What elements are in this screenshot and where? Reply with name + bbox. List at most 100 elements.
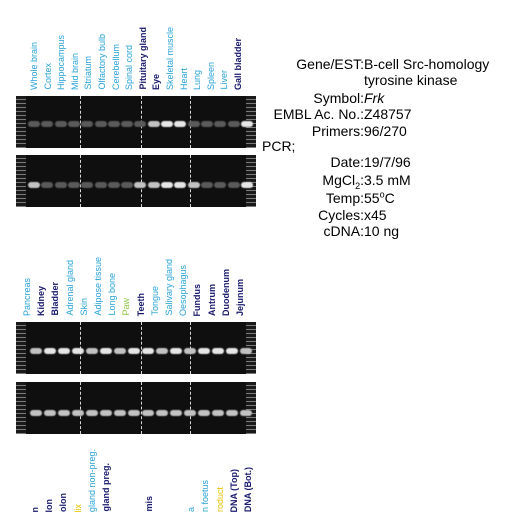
top-panel-lane-label: Gall bladder xyxy=(233,37,243,90)
gel-band xyxy=(187,182,200,188)
gel-band xyxy=(86,348,98,354)
date-row: Date:19/7/96 xyxy=(262,154,411,170)
temp-value: 55oC xyxy=(364,189,395,206)
lane-divider xyxy=(80,382,81,434)
gel-band xyxy=(114,410,126,416)
gel-band xyxy=(240,121,253,127)
gel-band xyxy=(94,182,107,188)
ladder-marker xyxy=(16,155,26,207)
middle-panel-lane-label: Fundus xyxy=(192,283,203,317)
ladder-marker xyxy=(16,96,26,148)
gel-band xyxy=(142,348,154,354)
gel-band xyxy=(86,410,98,416)
middle-panel-lane-label: Duodenum xyxy=(220,269,231,316)
gel-image-top-2 xyxy=(16,155,256,207)
middle-panel-lane-label: Antrum xyxy=(206,284,217,316)
embl-value: Z48757 xyxy=(364,106,412,122)
gel-band xyxy=(134,121,147,127)
gel-band xyxy=(44,410,56,416)
gel-band xyxy=(58,410,70,416)
gel-band xyxy=(142,410,154,416)
gel-band xyxy=(134,182,147,188)
symbol-row: Symbol:Frk xyxy=(262,90,384,106)
bottom-panel-lane-label: mis xyxy=(143,496,154,512)
ladder-marker xyxy=(246,155,256,207)
gel-band xyxy=(54,121,67,127)
pcr-row: PCR; xyxy=(262,138,295,154)
bottom-panel-lane-label: lix xyxy=(72,503,83,512)
gel-band xyxy=(72,348,84,354)
gel-band xyxy=(147,182,160,188)
gel-band xyxy=(28,182,40,188)
gel-band xyxy=(94,121,107,127)
gene-est-row: Gene/EST:B-cell Src-homology xyxy=(262,56,489,72)
gel-band xyxy=(81,182,94,188)
gel-band xyxy=(161,121,173,127)
temp-row: Temp:55oC xyxy=(262,190,395,206)
embl-row: EMBL Ac. No.:Z48757 xyxy=(262,106,411,122)
gel-band xyxy=(147,121,160,127)
symbol-label: Symbol: xyxy=(313,90,364,106)
bottom-panel-lane-label: lon xyxy=(44,498,55,512)
gel-band xyxy=(240,410,252,416)
pcr-label: PCR; xyxy=(262,138,296,154)
gel-band xyxy=(41,182,54,188)
middle-panel-lane-label: Jejunum xyxy=(235,278,245,316)
primers-row: Primers:96/270 xyxy=(262,123,407,139)
middle-panel-lane-label: Oesophagus xyxy=(178,264,189,316)
gel-band xyxy=(100,410,112,416)
gene-est-label: Gene/EST: xyxy=(296,56,364,72)
middle-panel-lane-label: Paw xyxy=(121,298,132,316)
gel-band xyxy=(198,348,210,354)
gel-band xyxy=(107,182,120,188)
bottom-panel-lane-label: a xyxy=(186,506,197,512)
middle-panel-lane-label: Long bone xyxy=(107,273,118,316)
gel-band xyxy=(226,410,238,416)
lane-divider xyxy=(80,155,81,207)
top-panel-lane-label: Liver xyxy=(219,70,230,90)
lane-divider xyxy=(141,155,142,207)
bottom-panel-lane-label: gland non-preg. xyxy=(86,448,97,512)
gel-band xyxy=(227,121,240,127)
mgcl-value: 3.5 mM xyxy=(364,172,411,188)
gel-band xyxy=(214,182,227,188)
date-value: 19/7/96 xyxy=(364,154,411,170)
gel-band xyxy=(121,121,134,127)
symbol-value: Frk xyxy=(364,90,385,106)
ladder-marker xyxy=(16,322,26,374)
middle-panel-lane-label: Salivary gland xyxy=(164,259,174,316)
gel-band xyxy=(107,121,120,127)
top-panel-lane-label: Cortex xyxy=(42,63,53,90)
lane-divider xyxy=(141,322,142,374)
top-panel-lane-label: Spinal cord xyxy=(124,44,135,90)
ladder-marker xyxy=(16,382,26,434)
bottom-panel-lane-label: gland preg. xyxy=(101,463,111,512)
bottom-panel-lane-label: olon xyxy=(58,493,69,512)
gel-band xyxy=(161,182,173,188)
cycles-row: Cycles:x45 xyxy=(262,207,387,223)
top-panel-lane-label: Mid brain xyxy=(69,52,80,90)
lane-divider xyxy=(141,382,142,434)
bottom-panel-lane-label: DNA (Top) xyxy=(228,468,239,512)
gel-image-middle-2 xyxy=(16,382,256,434)
cycles-label: Cycles: xyxy=(318,207,364,223)
gel-band xyxy=(200,121,213,127)
cdna-row: cDNA:10 ng xyxy=(262,223,400,239)
gel-band xyxy=(212,410,224,416)
gel-band xyxy=(200,182,213,188)
top-panel-lane-label: Pituitary gland xyxy=(137,27,148,90)
lane-divider xyxy=(190,155,191,207)
top-panel-lane-label: Hippocampus xyxy=(56,34,67,90)
middle-panel-lane-label: Adipose tissue xyxy=(93,257,103,316)
cycles-value: x45 xyxy=(364,207,387,223)
gene-est-value-continued: tyrosine kinase xyxy=(364,72,458,88)
gel-band xyxy=(184,410,196,416)
gene-est-row-continued: tyrosine kinase xyxy=(262,72,457,88)
primers-value: 96/270 xyxy=(364,123,407,139)
gel-band xyxy=(212,348,224,354)
gel-image-middle-1 xyxy=(16,322,256,374)
date-label: Date: xyxy=(330,154,364,170)
gel-band xyxy=(30,348,42,354)
mgcl-row: MgCl2:3.5 mM xyxy=(262,172,411,190)
gel-band xyxy=(156,410,168,416)
